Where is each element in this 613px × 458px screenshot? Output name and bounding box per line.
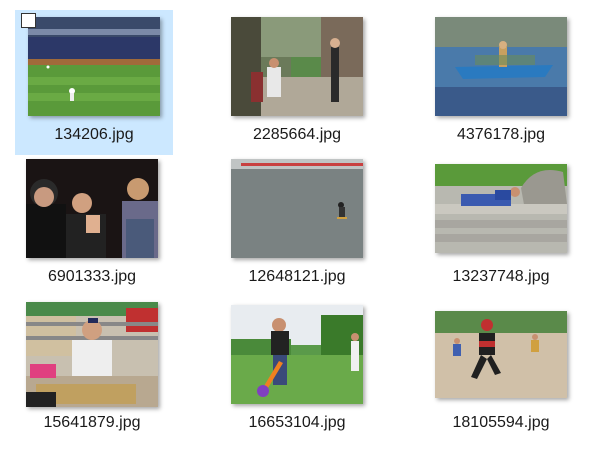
file-tile[interactable]: 13237748.jpg [422, 152, 580, 297]
file-tile[interactable]: 6901333.jpg [13, 152, 171, 297]
select-checkbox[interactable] [21, 13, 36, 28]
file-name-label: 6901333.jpg [47, 268, 137, 285]
file-name-label: 18105594.jpg [452, 414, 550, 431]
store-clerk-photo-icon [26, 301, 158, 407]
file-name-label: 15641879.jpg [43, 414, 141, 431]
kid-with-bat-photo-icon [231, 304, 363, 404]
file-tile[interactable]: 15641879.jpg [13, 298, 171, 443]
street-people-photo-icon [231, 16, 363, 116]
file-tile[interactable]: 18105594.jpg [422, 298, 580, 443]
file-tile[interactable]: 134206.jpg [15, 10, 173, 155]
file-name-label: 4376178.jpg [456, 126, 546, 143]
file-name-label: 134206.jpg [54, 126, 134, 143]
file-tile[interactable]: 12648121.jpg [218, 152, 376, 297]
person-on-steps-photo-icon [435, 163, 567, 253]
file-name-label: 13237748.jpg [452, 268, 550, 285]
file-tile[interactable]: 2285664.jpg [218, 10, 376, 155]
baseball-stadium-photo-icon [28, 16, 160, 116]
file-name-label: 12648121.jpg [248, 268, 346, 285]
skateboarder-on-concrete-photo-icon [231, 158, 363, 258]
file-name-label: 2285664.jpg [252, 126, 342, 143]
men-in-dark-room-photo-icon [26, 158, 158, 258]
file-tile[interactable]: 16653104.jpg [218, 298, 376, 443]
softball-runner-photo-icon [435, 310, 567, 398]
file-name-label: 16653104.jpg [248, 414, 346, 431]
file-tile[interactable]: 4376178.jpg [422, 10, 580, 155]
boat-on-water-photo-icon [435, 16, 567, 116]
